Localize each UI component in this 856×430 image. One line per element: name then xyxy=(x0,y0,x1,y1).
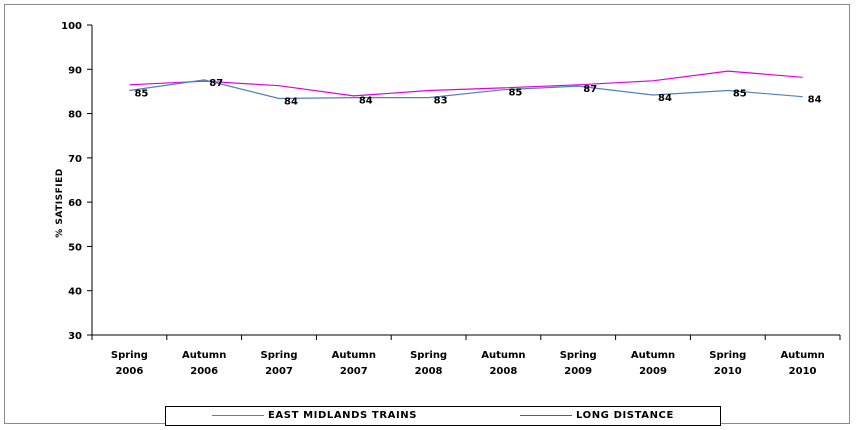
data-label: 85 xyxy=(134,89,148,100)
data-label: 84 xyxy=(658,93,672,104)
x-tick-label-line: Spring xyxy=(560,350,597,361)
x-tick-label: Spring 2006 xyxy=(111,350,148,377)
data-label: 84 xyxy=(284,97,298,108)
legend-label-east-midlands: EAST MIDLANDS TRAINS xyxy=(268,410,418,421)
y-tick-label: 80 xyxy=(68,110,82,121)
y-tick-label: 100 xyxy=(61,21,82,32)
data-label: 87 xyxy=(209,78,223,89)
x-tick-label-line: Autumn xyxy=(481,350,525,361)
legend-item-long-distance: LONG DISTANCE xyxy=(520,410,674,421)
x-tick-label-line: 2009 xyxy=(564,366,592,377)
y-tick-label: 70 xyxy=(68,154,82,165)
x-tick-label-line: Spring xyxy=(111,350,148,361)
x-tick-label: Autumn 2010 xyxy=(780,350,824,377)
y-axis-label: % SATISFIED xyxy=(55,168,65,237)
x-tick-label: Autumn 2008 xyxy=(481,350,525,377)
x-tick-label-line: 2008 xyxy=(489,366,517,377)
x-tick-label-line: 2006 xyxy=(190,366,218,377)
data-labels: 85 87 84 84 83 85 87 84 85 84 xyxy=(134,78,821,108)
data-label: 85 xyxy=(508,88,522,99)
y-tick-label: 30 xyxy=(68,331,82,342)
x-tick-label-line: Autumn xyxy=(332,350,376,361)
x-tick-label: Spring 2008 xyxy=(410,350,447,377)
legend-swatch-long-distance xyxy=(520,415,572,416)
legend-item-east-midlands: EAST MIDLANDS TRAINS xyxy=(212,410,417,421)
series-lines xyxy=(129,70,803,100)
series-line-long-distance xyxy=(129,70,803,97)
data-label: 87 xyxy=(583,84,597,95)
data-label: 84 xyxy=(359,96,373,107)
x-tick-label-line: Spring xyxy=(709,350,746,361)
x-tick-label-line: Spring xyxy=(261,350,298,361)
x-tick-label: Autumn 2009 xyxy=(631,350,675,377)
legend: EAST MIDLANDS TRAINS LONG DISTANCE xyxy=(165,406,721,426)
data-label: 85 xyxy=(733,89,747,100)
x-tick-label-line: 2009 xyxy=(639,366,667,377)
x-tick-label-line: Spring xyxy=(410,350,447,361)
x-tick-label-line: Autumn xyxy=(182,350,226,361)
x-tick-label-line: 2008 xyxy=(415,366,443,377)
y-tick-label: 60 xyxy=(68,198,82,209)
y-tick-label: 40 xyxy=(68,287,82,298)
x-axis-ticks: Spring 2006 Autumn 2006 Spring 2007 Autumn 2007… xyxy=(91,335,841,377)
legend-label-long-distance: LONG DISTANCE xyxy=(576,410,674,421)
y-axis-ticks: 30 40 50 60 70 80 90 100 xyxy=(61,21,92,342)
x-tick-label: Autumn 2006 xyxy=(182,350,226,377)
x-tick-label: Spring 2009 xyxy=(560,350,597,377)
data-label: 83 xyxy=(434,96,448,107)
x-tick-label-line: 2006 xyxy=(115,366,143,377)
x-tick-label-line: Autumn xyxy=(780,350,824,361)
x-tick-label: Spring 2007 xyxy=(261,350,298,377)
legend-swatch-east-midlands xyxy=(212,415,264,416)
x-tick-label: Spring 2010 xyxy=(709,350,746,377)
x-tick-label-line: 2007 xyxy=(265,366,293,377)
chart-frame: 30 40 50 60 70 80 90 100 Spring 2006 Autumn 2006 Sp… xyxy=(4,4,850,426)
x-tick-label-line: Autumn xyxy=(631,350,675,361)
x-tick-label-line: 2010 xyxy=(714,366,742,377)
y-tick-label: 50 xyxy=(68,242,82,253)
x-tick-label-line: 2010 xyxy=(789,366,817,377)
x-tick-label-line: 2007 xyxy=(340,366,368,377)
series-line-east-midlands xyxy=(129,79,803,100)
y-tick-label: 90 xyxy=(68,65,82,76)
x-tick-label: Autumn 2007 xyxy=(332,350,376,377)
data-label: 84 xyxy=(808,95,822,106)
